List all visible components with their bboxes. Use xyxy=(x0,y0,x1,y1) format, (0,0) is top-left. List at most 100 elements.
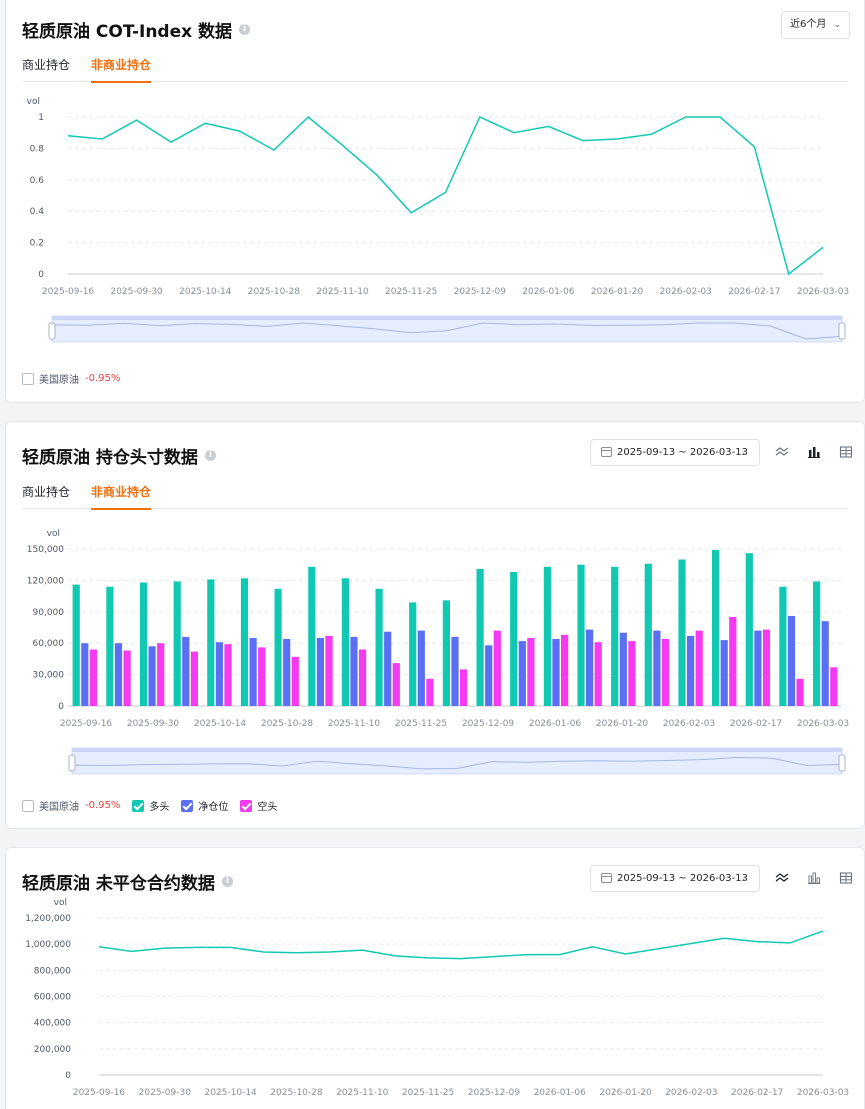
y-tick-label: 0 xyxy=(58,702,64,712)
bar-chart-icon[interactable] xyxy=(806,870,822,886)
date-range-picker[interactable]: 2025-09-13 ~ 2026-03-13 ⌄ xyxy=(590,439,760,466)
x-tick-label: 2025-11-25 xyxy=(402,1088,454,1098)
cot-index-chart: 0 0.2 0.4 0.6 0.8 1 vol 2025-09-16 2025-09-30 202… xyxy=(27,97,849,343)
x-tick-label: 2026-01-06 xyxy=(522,287,575,297)
bar-long xyxy=(813,581,821,706)
period-select[interactable]: 近6个月 ⌄ xyxy=(781,11,850,39)
bar-net xyxy=(821,621,829,706)
bar-long xyxy=(644,563,652,706)
chevron-down-icon: ⌄ xyxy=(740,447,749,458)
x-tick-label: 2025-09-30 xyxy=(127,719,180,729)
bar-net xyxy=(653,630,661,706)
legend-checkbox-us-crude[interactable] xyxy=(22,372,34,385)
line-chart-icon[interactable] xyxy=(774,870,790,886)
bar-net xyxy=(249,638,257,706)
legend-item-net[interactable]: 净仓位 xyxy=(181,798,228,813)
bar-long xyxy=(308,566,316,706)
tab-non-commercial[interactable]: 非商业持仓 xyxy=(91,483,152,510)
bar-short xyxy=(527,638,535,706)
x-tick-label: 2025-10-14 xyxy=(194,719,247,729)
zoom-slider-preview-line xyxy=(71,756,843,770)
legend-change-value: -0.95% xyxy=(85,373,121,384)
x-tick-label: 2025-09-30 xyxy=(110,287,163,297)
legend-change-value: -0.95% xyxy=(85,800,121,811)
tab-commercial[interactable]: 商业持仓 xyxy=(22,485,71,499)
bar-short xyxy=(291,656,299,706)
zoom-slider-top-bar xyxy=(72,748,842,752)
x-tick-label: 2025-09-16 xyxy=(42,287,95,297)
bar-long xyxy=(442,600,450,706)
bar-net xyxy=(350,636,358,706)
line-chart-icon[interactable] xyxy=(774,444,790,460)
date-range-picker[interactable]: 2025-09-13 ~ 2026-03-13 ⌄ xyxy=(590,865,760,892)
bar-net xyxy=(586,629,594,706)
legend-label-long: 多头 xyxy=(149,802,170,813)
zoom-slider-top-bar xyxy=(52,316,842,320)
y-tick-label: 1,200,000 xyxy=(25,914,71,924)
bar-short xyxy=(460,669,468,706)
bar-long xyxy=(341,578,349,706)
cot-legend: 美国原油 -0.95% xyxy=(22,371,132,386)
table-icon[interactable] xyxy=(838,870,854,886)
y-tick-label: 150,000 xyxy=(27,545,64,555)
bar-short xyxy=(224,644,232,706)
y-tick-label: 1,000,000 xyxy=(25,940,71,950)
legend-checkbox-net[interactable] xyxy=(181,799,194,812)
info-icon[interactable]: i xyxy=(221,876,233,887)
bar-net xyxy=(384,631,392,706)
x-tick-label: 2026-01-20 xyxy=(599,1088,652,1098)
bar-long xyxy=(712,550,720,706)
y-tick-label: 0 xyxy=(38,270,44,280)
cot-index-title-text: 轻质原油 COT-Index 数据 xyxy=(22,22,233,42)
x-tick-label: 2025-10-14 xyxy=(179,287,232,297)
bar-short xyxy=(762,629,771,706)
zoom-slider-preview-line xyxy=(51,322,843,340)
x-tick-label: 2026-03-03 xyxy=(797,287,849,297)
bar-long xyxy=(476,568,484,706)
info-icon[interactable]: i xyxy=(239,24,251,35)
bar-long xyxy=(611,566,619,706)
bar-long xyxy=(543,566,551,706)
legend-checkbox-us-crude[interactable] xyxy=(22,799,34,812)
bar-long xyxy=(207,579,215,706)
legend-label-us-crude: 美国原油 xyxy=(39,802,79,813)
table-icon[interactable] xyxy=(838,444,854,460)
bar-chart-icon[interactable] xyxy=(806,444,822,460)
legend-item-long[interactable]: 多头 xyxy=(132,798,169,813)
y-tick-label: 30,000 xyxy=(33,671,65,681)
calendar-icon xyxy=(601,873,612,883)
tab-commercial[interactable]: 商业持仓 xyxy=(22,58,71,72)
bar-short xyxy=(830,667,838,706)
y-tick-label: 600,000 xyxy=(34,993,71,1003)
x-tick-label: 2025-10-28 xyxy=(261,719,314,729)
legend-item-short[interactable]: 空头 xyxy=(240,798,277,813)
x-tick-label: 2026-02-03 xyxy=(663,719,715,729)
position-card: 轻质原油 持仓头寸数据 i 2025-09-13 ~ 2026-03-13 ⌄ … xyxy=(5,421,865,829)
open-interest-title: 轻质原油 未平仓合约数据 i xyxy=(22,869,233,894)
position-tabs: 商业持仓 非商业持仓 xyxy=(22,481,848,510)
x-tick-label: 2026-02-17 xyxy=(731,1088,783,1098)
bar-net xyxy=(485,645,493,706)
x-tick-label: 2025-11-10 xyxy=(336,1088,389,1098)
info-icon[interactable]: i xyxy=(204,450,216,461)
date-range-label: 2025-09-13 ~ 2026-03-13 xyxy=(617,447,748,458)
legend-checkbox-long[interactable] xyxy=(132,799,145,812)
bar-long xyxy=(745,553,753,706)
zoom-slider-handle-right xyxy=(838,322,846,340)
x-tick-label: 2026-02-03 xyxy=(660,287,712,297)
bar-short xyxy=(123,650,131,706)
bar-long xyxy=(72,584,80,706)
bar-long xyxy=(409,602,417,706)
legend-checkbox-short[interactable] xyxy=(240,799,253,812)
x-tick-label: 2025-11-10 xyxy=(316,287,369,297)
x-tick-label: 2026-01-06 xyxy=(534,1088,587,1098)
tab-non-commercial[interactable]: 非商业持仓 xyxy=(91,56,152,83)
open-interest-card: 轻质原油 未平仓合约数据 i 2025-09-13 ~ 2026-03-13 ⌄… xyxy=(5,847,865,1109)
bar-short xyxy=(661,639,670,706)
bar-short xyxy=(157,643,165,706)
legend-label-net: 净仓位 xyxy=(198,802,229,813)
zoom-slider-handle-left xyxy=(68,754,76,772)
y-axis-unit: vol xyxy=(47,529,60,539)
x-tick-label: 2026-01-20 xyxy=(591,287,644,297)
